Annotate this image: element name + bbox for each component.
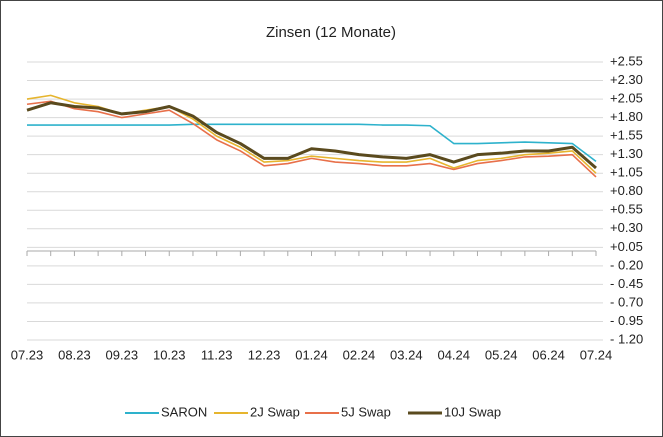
legend-label: 2J Swap — [250, 404, 300, 419]
x-tick-label: 09.23 — [106, 347, 139, 362]
y-tick-label: +1.80 — [610, 109, 643, 124]
y-tick-label: +1.30 — [610, 146, 643, 161]
x-tick-label: 07.24 — [580, 347, 613, 362]
series-line — [27, 123, 597, 162]
y-tick-label: - 0.45 — [610, 276, 643, 291]
y-tick-label: +2.55 — [610, 53, 643, 68]
legend-label: SARON — [161, 404, 207, 419]
legend-label: 10J Swap — [444, 404, 501, 419]
legend-label: 5J Swap — [341, 404, 391, 419]
x-tick-label: 02.24 — [343, 347, 376, 362]
y-tick-label: - 0.70 — [610, 294, 643, 309]
y-tick-label: - 0.20 — [610, 257, 643, 272]
y-tick-label: +0.55 — [610, 202, 643, 217]
y-tick-label: - 1.20 — [610, 331, 643, 346]
x-tick-label: 07.23 — [11, 347, 44, 362]
y-tick-label: +0.05 — [610, 239, 643, 254]
y-tick-label: +1.05 — [610, 165, 643, 180]
y-tick-label: - 0.95 — [610, 313, 643, 328]
x-tick-label: 05.24 — [485, 347, 518, 362]
y-tick-label: +2.05 — [610, 91, 643, 106]
x-tick-label: 01.24 — [295, 347, 328, 362]
series-line — [26, 101, 597, 170]
x-tick-label: 08.23 — [58, 347, 91, 362]
series-line — [26, 100, 597, 178]
y-tick-label: +2.30 — [610, 72, 643, 87]
chart-title: Zinsen (12 Monate) — [266, 24, 396, 41]
x-tick-label: 12.23 — [248, 347, 281, 362]
x-tick-label: 10.23 — [153, 347, 186, 362]
y-tick-label: +1.55 — [610, 128, 643, 143]
x-tick-label: 03.24 — [390, 347, 423, 362]
x-tick-label: 11.23 — [201, 347, 233, 362]
y-tick-label: +0.30 — [610, 220, 643, 235]
x-tick-label: 04.24 — [437, 347, 470, 362]
y-tick-label: +0.80 — [610, 183, 643, 198]
x-tick-label: 06.24 — [532, 347, 565, 362]
